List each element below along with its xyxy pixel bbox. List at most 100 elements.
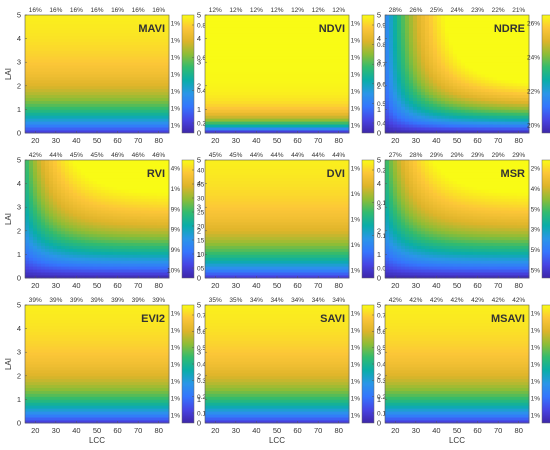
heatmap-cell xyxy=(493,53,498,57)
heatmap-cell xyxy=(165,65,170,69)
heatmap-cell xyxy=(261,115,266,119)
heatmap-cell xyxy=(517,74,522,78)
heatmap-cell xyxy=(397,26,402,31)
heatmap-cell xyxy=(385,17,390,22)
heatmap-cell xyxy=(29,239,34,243)
heatmap-cell xyxy=(121,88,126,93)
heatmap-cell xyxy=(133,23,138,28)
heatmap-cell xyxy=(37,59,42,63)
heatmap-cell xyxy=(249,127,254,131)
heatmap-cell xyxy=(229,53,234,57)
heatmap-cell xyxy=(449,20,454,25)
heatmap-cell xyxy=(325,97,330,101)
heatmap-cell xyxy=(105,79,110,84)
heatmap-cell xyxy=(33,85,38,90)
heatmap-cell xyxy=(517,41,522,45)
heatmap-cell xyxy=(409,50,414,54)
heatmap-cell xyxy=(405,109,410,113)
heatmap-cell xyxy=(33,29,38,34)
heatmap-cell xyxy=(257,109,262,113)
heatmap-cell xyxy=(69,76,74,81)
heatmap-cell xyxy=(461,76,466,81)
heatmap-cell xyxy=(389,26,394,31)
heatmap-cell xyxy=(461,109,466,113)
heatmap-cell xyxy=(285,103,290,107)
heatmap-cell xyxy=(205,76,210,81)
heatmap-cell xyxy=(325,20,330,25)
heatmap-cell xyxy=(429,41,434,45)
heatmap-cell xyxy=(517,71,522,75)
heatmap-cell xyxy=(465,41,470,45)
heatmap-cell xyxy=(313,38,318,42)
heatmap-cell xyxy=(217,53,222,57)
heatmap-cell xyxy=(321,26,326,31)
heatmap-cell xyxy=(317,106,322,110)
heatmap-cell xyxy=(401,118,406,122)
heatmap-cell xyxy=(417,17,422,22)
heatmap-cell xyxy=(61,41,66,45)
heatmap-cell xyxy=(73,23,78,28)
heatmap-cell xyxy=(221,103,226,107)
heatmap-cell xyxy=(309,106,314,110)
heatmap-cell xyxy=(505,38,510,42)
heatmap-cell xyxy=(73,263,78,267)
heatmap-cell xyxy=(37,198,42,202)
heatmap-cell xyxy=(521,85,526,90)
heatmap-cell xyxy=(273,76,278,81)
heatmap-cell xyxy=(417,124,422,128)
heatmap-cell xyxy=(425,62,430,66)
heatmap-cell xyxy=(29,189,34,193)
heatmap-cell xyxy=(289,79,294,84)
heatmap-cell xyxy=(477,91,482,96)
heatmap-cell xyxy=(269,109,274,113)
heatmap-cell xyxy=(149,97,154,101)
colorbar-left-label: 1% xyxy=(171,38,181,45)
heatmap-cell xyxy=(281,106,286,110)
heatmap-cell xyxy=(273,71,278,75)
heatmap-cell xyxy=(413,121,418,125)
heatmap-cell xyxy=(421,97,426,101)
heatmap-cell xyxy=(49,160,54,164)
heatmap-cell xyxy=(325,29,330,34)
heatmap-cell xyxy=(277,29,282,34)
heatmap-cell xyxy=(225,88,230,93)
heatmap-cell xyxy=(413,15,418,19)
heatmap-cell xyxy=(233,68,238,72)
heatmap-cell xyxy=(53,112,58,116)
heatmap-cell xyxy=(133,103,138,107)
heatmap-cell xyxy=(449,53,454,57)
heatmap-cell xyxy=(325,88,330,93)
heatmap-cell xyxy=(65,127,70,131)
heatmap-cell xyxy=(49,165,54,170)
heatmap-cell xyxy=(449,109,454,113)
heatmap-cell xyxy=(33,97,38,101)
heatmap-cell xyxy=(113,38,118,42)
heatmap-cell xyxy=(317,59,322,63)
heatmap-cell xyxy=(233,47,238,51)
heatmap-cell xyxy=(81,35,86,39)
heatmap-cell xyxy=(73,35,78,39)
heatmap-cell xyxy=(517,109,522,113)
heatmap-cell xyxy=(105,109,110,113)
heatmap-cell xyxy=(441,41,446,45)
heatmap-cell xyxy=(517,62,522,66)
heatmap-cell xyxy=(141,106,146,110)
heatmap-cell xyxy=(405,74,410,78)
heatmap-cell xyxy=(297,38,302,42)
heatmap-cell xyxy=(29,275,34,279)
heatmap-cell xyxy=(433,76,438,81)
heatmap-cell xyxy=(325,44,330,48)
heatmap-cell xyxy=(505,91,510,96)
heatmap-cell xyxy=(81,94,86,98)
heatmap-cell xyxy=(301,26,306,31)
heatmap-cell xyxy=(161,74,166,78)
heatmap-cell xyxy=(53,76,58,81)
heatmap-cell xyxy=(33,68,38,72)
heatmap-cell xyxy=(273,118,278,122)
heatmap-cell xyxy=(29,88,34,93)
heatmap-cell xyxy=(457,106,462,110)
heatmap-cell xyxy=(317,65,322,69)
heatmap-cell xyxy=(45,56,50,60)
heatmap-cell xyxy=(321,29,326,34)
heatmap-cell xyxy=(41,230,46,235)
